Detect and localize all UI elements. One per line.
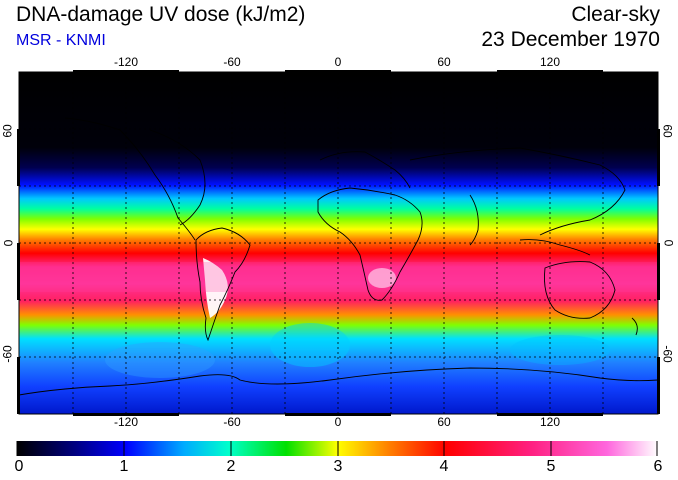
colorbar-label-6: 6 bbox=[653, 458, 663, 475]
sky-condition: Clear-sky bbox=[571, 3, 660, 26]
lon-label-top-m60: -60 bbox=[223, 55, 241, 69]
lon-label-bottom-0: 0 bbox=[334, 415, 342, 429]
africa-outline bbox=[317, 187, 423, 301]
source-label: MSR - KNMI bbox=[16, 32, 106, 49]
lon-label-bottom-60: 60 bbox=[437, 415, 451, 429]
andes-peak-region bbox=[203, 258, 228, 318]
coastlines bbox=[19, 117, 658, 396]
africa-peak-region bbox=[368, 268, 396, 288]
lon-label-bottom-m120: -120 bbox=[113, 415, 139, 429]
australia-outline bbox=[544, 261, 616, 319]
south-america-outline bbox=[195, 227, 251, 342]
map-title: DNA-damage UV dose (kJ/m2) bbox=[16, 3, 306, 26]
map-frame bbox=[17, 70, 660, 416]
lon-label-bottom-120: 120 bbox=[539, 415, 561, 429]
antarctica-outline bbox=[19, 367, 658, 396]
lon-label-bottom-m60: -60 bbox=[223, 415, 241, 429]
colorbar-label-4: 4 bbox=[439, 458, 449, 475]
lon-label-top-0: 0 bbox=[334, 55, 342, 69]
colorbar-label-0: 0 bbox=[14, 458, 24, 475]
lon-label-top-m120: -120 bbox=[113, 55, 139, 69]
lon-label-top-60: 60 bbox=[437, 55, 451, 69]
lon-label-top-120: 120 bbox=[539, 55, 561, 69]
colorbar-label-3: 3 bbox=[333, 458, 343, 475]
colorbar-label-1: 1 bbox=[119, 458, 129, 475]
colorbar-label-5: 5 bbox=[546, 458, 556, 475]
colorbar-label-2: 2 bbox=[226, 458, 236, 475]
map-date: 23 December 1970 bbox=[481, 28, 660, 51]
map-gridlines bbox=[19, 72, 658, 414]
colorbar-ticks bbox=[16, 441, 658, 456]
